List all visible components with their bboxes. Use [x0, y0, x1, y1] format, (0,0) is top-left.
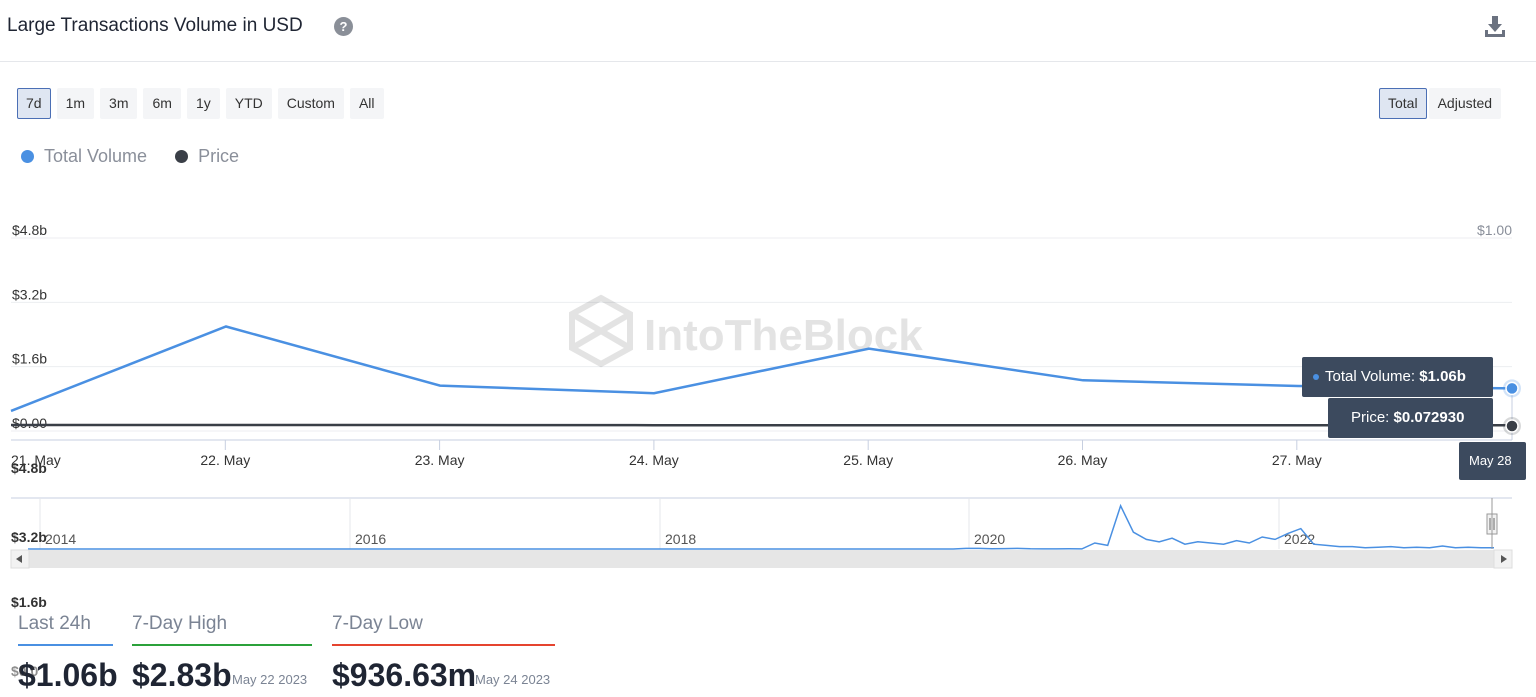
x-tick-label: 26. May: [1058, 452, 1108, 468]
x-tick-label: 25. May: [843, 452, 893, 468]
stat-value: $2.83b: [132, 657, 232, 693]
stat-label: 7-Day High: [132, 613, 228, 634]
ghost-axis-label: $1.6b: [11, 594, 47, 610]
chart-legend: Total Volume Price: [21, 146, 239, 167]
mode-selector: Total Adjusted: [1379, 88, 1502, 119]
ghost-axis-label: $3.2b: [11, 529, 47, 545]
range-button-3m[interactable]: 3m: [100, 88, 138, 119]
hover-point-volume: [1505, 381, 1519, 396]
x-tick-label: 27. May: [1272, 452, 1322, 468]
tooltip-date: May 28: [1459, 442, 1526, 480]
range-button-6m[interactable]: 6m: [143, 88, 181, 119]
stat-value: $936.63m: [332, 657, 477, 693]
x-tick-label: 22. May: [200, 452, 250, 468]
legend-label: Total Volume: [44, 146, 148, 166]
mode-button-total[interactable]: Total: [1379, 88, 1427, 119]
stat-label: Last 24h: [18, 613, 91, 634]
download-icon[interactable]: [1483, 14, 1507, 38]
range-button-all[interactable]: All: [349, 88, 384, 119]
navigator-tick-label: 2018: [665, 531, 696, 547]
legend-item[interactable]: Total Volume: [21, 146, 147, 167]
x-tick-label: 21. May: [11, 452, 61, 468]
legend-label: Price: [198, 146, 240, 166]
y-tick-label: $1.6b: [12, 351, 47, 367]
stat-underline: [132, 644, 312, 646]
question-circle-icon[interactable]: ?: [334, 17, 353, 36]
series-line-total-volume: [10, 325, 1513, 413]
hover-point-price: [1505, 419, 1519, 433]
range-button-7d[interactable]: 7d: [17, 88, 51, 119]
navigator-tick-label: 2014: [45, 531, 76, 547]
navigator-tick-label: 2020: [974, 531, 1005, 547]
stat-value: $1.06b: [18, 657, 118, 693]
ghost-axis-label: $4.8b: [11, 460, 47, 476]
legend-marker: [21, 150, 34, 163]
mode-button-adjusted[interactable]: Adjusted: [1428, 88, 1502, 119]
chart-header: Large Transactions Volume in USD ?: [0, 0, 1536, 62]
stat-date: May 24 2023: [475, 672, 551, 687]
page-title: Large Transactions Volume in USD: [7, 15, 303, 36]
navigator-scrollbar[interactable]: [10, 549, 1513, 569]
chart-area: $0.00 $1.6b $3.2b $4.8b $1.00 IntoTheBlock 21.…: [10, 222, 1521, 569]
tooltip-price-label: Price:: [1351, 409, 1390, 426]
range-button-custom[interactable]: Custom: [277, 88, 344, 119]
y-tick-label: $4.8b: [12, 222, 47, 238]
watermark-logo-stroke: [570, 311, 632, 351]
range-button-ytd[interactable]: YTD: [225, 88, 272, 119]
tooltip-volume-value: $1.06b: [1419, 368, 1466, 385]
legend-item[interactable]: Price: [175, 146, 239, 167]
y-right-tick-label: $1.00: [1477, 222, 1512, 238]
stat-underline: [18, 644, 113, 646]
tooltip-price-value: $0.072930: [1393, 409, 1465, 426]
navigator-tick-label: 2022: [1284, 531, 1315, 547]
tooltip-bullet: [1313, 374, 1319, 381]
chevron-right-icon: [1501, 555, 1507, 563]
range-button-1y[interactable]: 1y: [186, 88, 220, 119]
watermark-logo-icon: [569, 294, 633, 368]
x-tick-label: 23. May: [415, 452, 465, 468]
navigator[interactable]: 2014 2016 2018 2020 2022: [11, 497, 1512, 550]
ghost-axis-label: $0.0: [11, 663, 39, 679]
chevron-left-icon: [16, 555, 22, 563]
tooltip-price: Price: $0.072930: [1328, 398, 1493, 438]
navigator-series-line: [28, 503, 1494, 550]
tooltip-volume: Total Volume: $1.06b: [1302, 357, 1493, 397]
stat-underline: [332, 644, 555, 646]
watermark-text: IntoTheBlock: [644, 311, 923, 360]
y-tick-label: $3.2b: [12, 286, 47, 302]
watermark: IntoTheBlock: [569, 294, 923, 368]
stat-label: 7-Day Low: [332, 613, 423, 634]
scrollbar-track[interactable]: [11, 550, 1512, 568]
watermark-logo-stroke: [570, 311, 632, 351]
stat-date: May 22 2023: [232, 672, 308, 687]
x-tick-label: 24. May: [629, 452, 679, 468]
y-tick-label: $0.00: [12, 415, 47, 431]
legend-marker: [175, 150, 189, 163]
navigator-tick-label: 2016: [355, 531, 386, 547]
stats-panel: Last 24h $1.06b 7-Day High $2.83b May 22 202…: [0, 600, 1536, 697]
range-button-1m[interactable]: 1m: [56, 88, 95, 119]
tooltip-volume-label: Total Volume:: [1325, 368, 1416, 385]
range-selector: 7d 1m 3m 6m 1y YTD Custom All: [17, 88, 384, 119]
